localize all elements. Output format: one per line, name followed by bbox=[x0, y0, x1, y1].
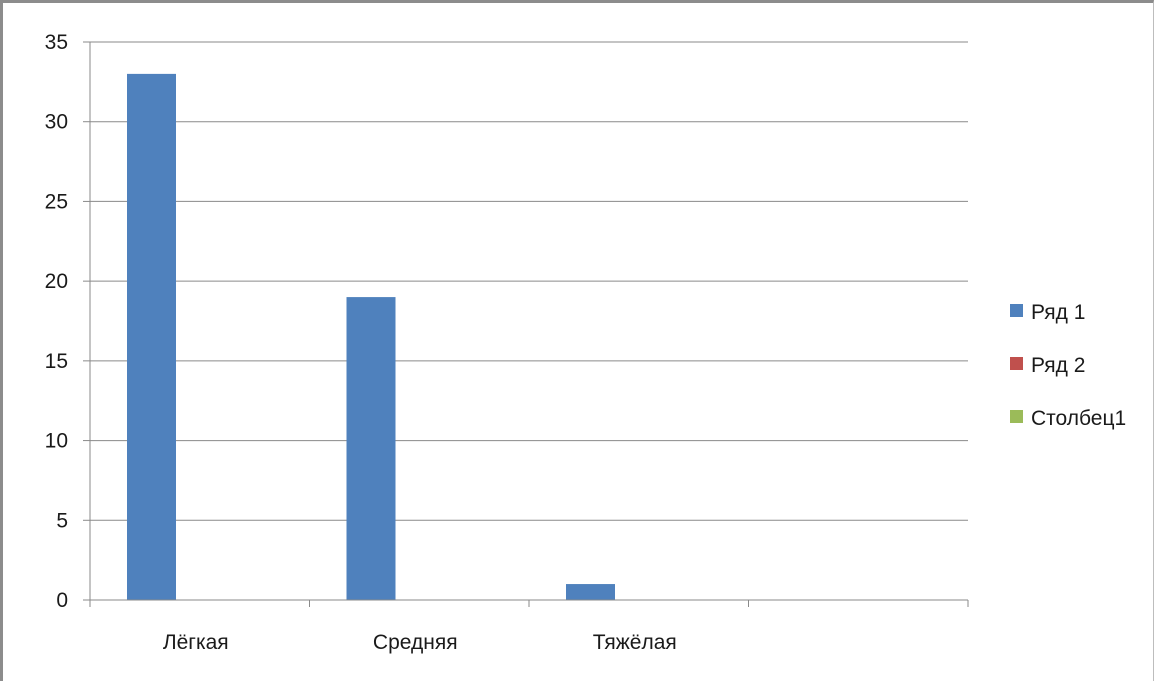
y-tick-label: 20 bbox=[45, 270, 68, 293]
legend-item: Ряд 2 bbox=[1010, 354, 1085, 377]
legend-label: Ряд 1 bbox=[1031, 301, 1085, 324]
legend-swatch bbox=[1010, 357, 1023, 370]
x-category-label: Средняя bbox=[373, 631, 458, 654]
x-category-label: Лёгкая bbox=[163, 631, 229, 654]
y-tick-label: 10 bbox=[45, 430, 68, 453]
gridlines bbox=[90, 41, 968, 521]
legend: Ряд 1 Ряд 2 Столбец1 bbox=[1010, 301, 1126, 430]
legend-swatch bbox=[1010, 304, 1023, 317]
legend-item: Ряд 1 bbox=[1010, 301, 1085, 324]
bar-ряд-1-0 bbox=[127, 73, 176, 600]
y-tick-label: 30 bbox=[45, 111, 68, 134]
y-tick-label: 5 bbox=[56, 509, 68, 532]
x-category-labels: Лёгкая Средняя Тяжёлая bbox=[163, 631, 677, 654]
axes bbox=[83, 41, 969, 607]
y-tick-label: 25 bbox=[45, 190, 68, 213]
bars bbox=[127, 73, 615, 600]
legend-item: Столбец1 bbox=[1010, 407, 1126, 430]
y-tick-label: 15 bbox=[45, 350, 68, 373]
y-tick-label: 35 bbox=[45, 31, 68, 54]
x-category-label: Тяжёлая bbox=[593, 631, 677, 654]
bar-ряд-1-1 bbox=[346, 297, 396, 600]
legend-label: Ряд 2 bbox=[1031, 354, 1085, 377]
legend-swatch bbox=[1010, 410, 1023, 423]
bar-ряд-1-2 bbox=[566, 584, 615, 600]
y-tick-labels: 0 5 10 15 20 25 30 35 bbox=[45, 31, 68, 612]
y-tick-label: 0 bbox=[56, 589, 68, 612]
legend-label: Столбец1 bbox=[1031, 407, 1126, 430]
